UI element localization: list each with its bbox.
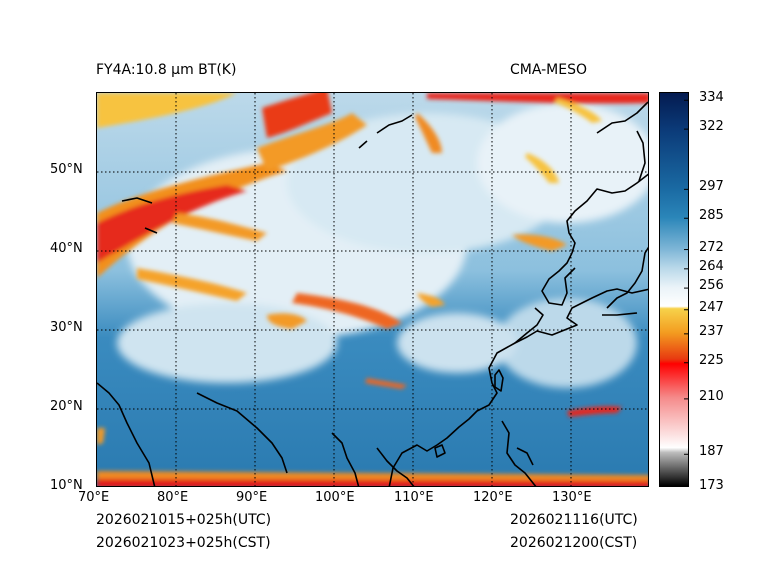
lon-tick-label: 120°E <box>473 490 513 505</box>
init-time-utc: 2026021015+025h(UTC) <box>96 512 272 528</box>
colorbar-tick-label: 247 <box>699 299 724 315</box>
colorbar-tick-label: 173 <box>699 478 724 493</box>
coast-korea <box>541 252 576 306</box>
colorbar-tick-label: 297 <box>699 179 724 195</box>
colorbar-tick-label: 334 <box>699 90 724 106</box>
coast-indochina <box>331 432 415 486</box>
coast-india <box>97 382 288 486</box>
valid-time-cst: 2026021200(CST) <box>510 535 638 551</box>
coast-japan <box>602 246 648 316</box>
colorbar-tick-label: 256 <box>699 278 724 294</box>
cold-cloud-bands <box>97 93 648 486</box>
colorbar <box>659 92 689 489</box>
coast-bohai <box>514 307 544 344</box>
lat-tick-label: 40°N <box>50 241 83 256</box>
coast-philippines <box>501 420 537 486</box>
colorbar-tick-label: 264 <box>699 258 724 274</box>
lat-tick-label: 20°N <box>50 399 83 414</box>
graticule <box>97 93 648 486</box>
coast-hainan <box>434 444 446 458</box>
colorbar-tick-label: 210 <box>699 388 724 404</box>
map-canvas <box>97 93 648 486</box>
lat-tick-label: 50°N <box>50 162 83 177</box>
coastlines <box>97 101 648 486</box>
colorbar-tick-label: 272 <box>699 239 724 255</box>
lon-tick-label: 100°E <box>315 490 355 505</box>
colorbar-tick-label: 237 <box>699 323 724 339</box>
model-name: CMA-MESO <box>510 62 588 78</box>
colorbar-canvas <box>660 93 688 489</box>
lon-tick-label: 130°E <box>552 490 592 505</box>
coast-okhotsk <box>596 101 648 134</box>
lon-tick-label: 90°E <box>236 490 268 505</box>
init-time-cst: 2026021023+025h(CST) <box>96 535 271 551</box>
lon-tick-label: 110°E <box>394 490 434 505</box>
colorbar-fill <box>660 93 688 486</box>
lat-tick-label: 30°N <box>50 320 83 335</box>
satellite-map <box>96 92 649 487</box>
coast-lake-baikal <box>358 114 413 149</box>
coast-caspian-lakes <box>121 197 158 234</box>
coast-sakhalin <box>636 130 646 182</box>
coast-taiwan <box>494 369 504 392</box>
coast-russia-far-east <box>566 173 648 254</box>
valid-time-utc: 2026021116(UTC) <box>510 512 638 528</box>
lat-tick-label: 10°N <box>50 478 83 493</box>
map-title: FY4A:10.8 µm BT(K) <box>96 62 237 78</box>
coast-east-asia <box>388 288 648 486</box>
lon-tick-label: 70°E <box>78 490 110 505</box>
colorbar-tick-label: 285 <box>699 208 724 224</box>
colorbar-tick-label: 187 <box>699 444 724 460</box>
colorbar-tick-label: 322 <box>699 119 724 135</box>
colorbar-tick-label: 225 <box>699 352 724 368</box>
lon-tick-label: 80°E <box>157 490 189 505</box>
